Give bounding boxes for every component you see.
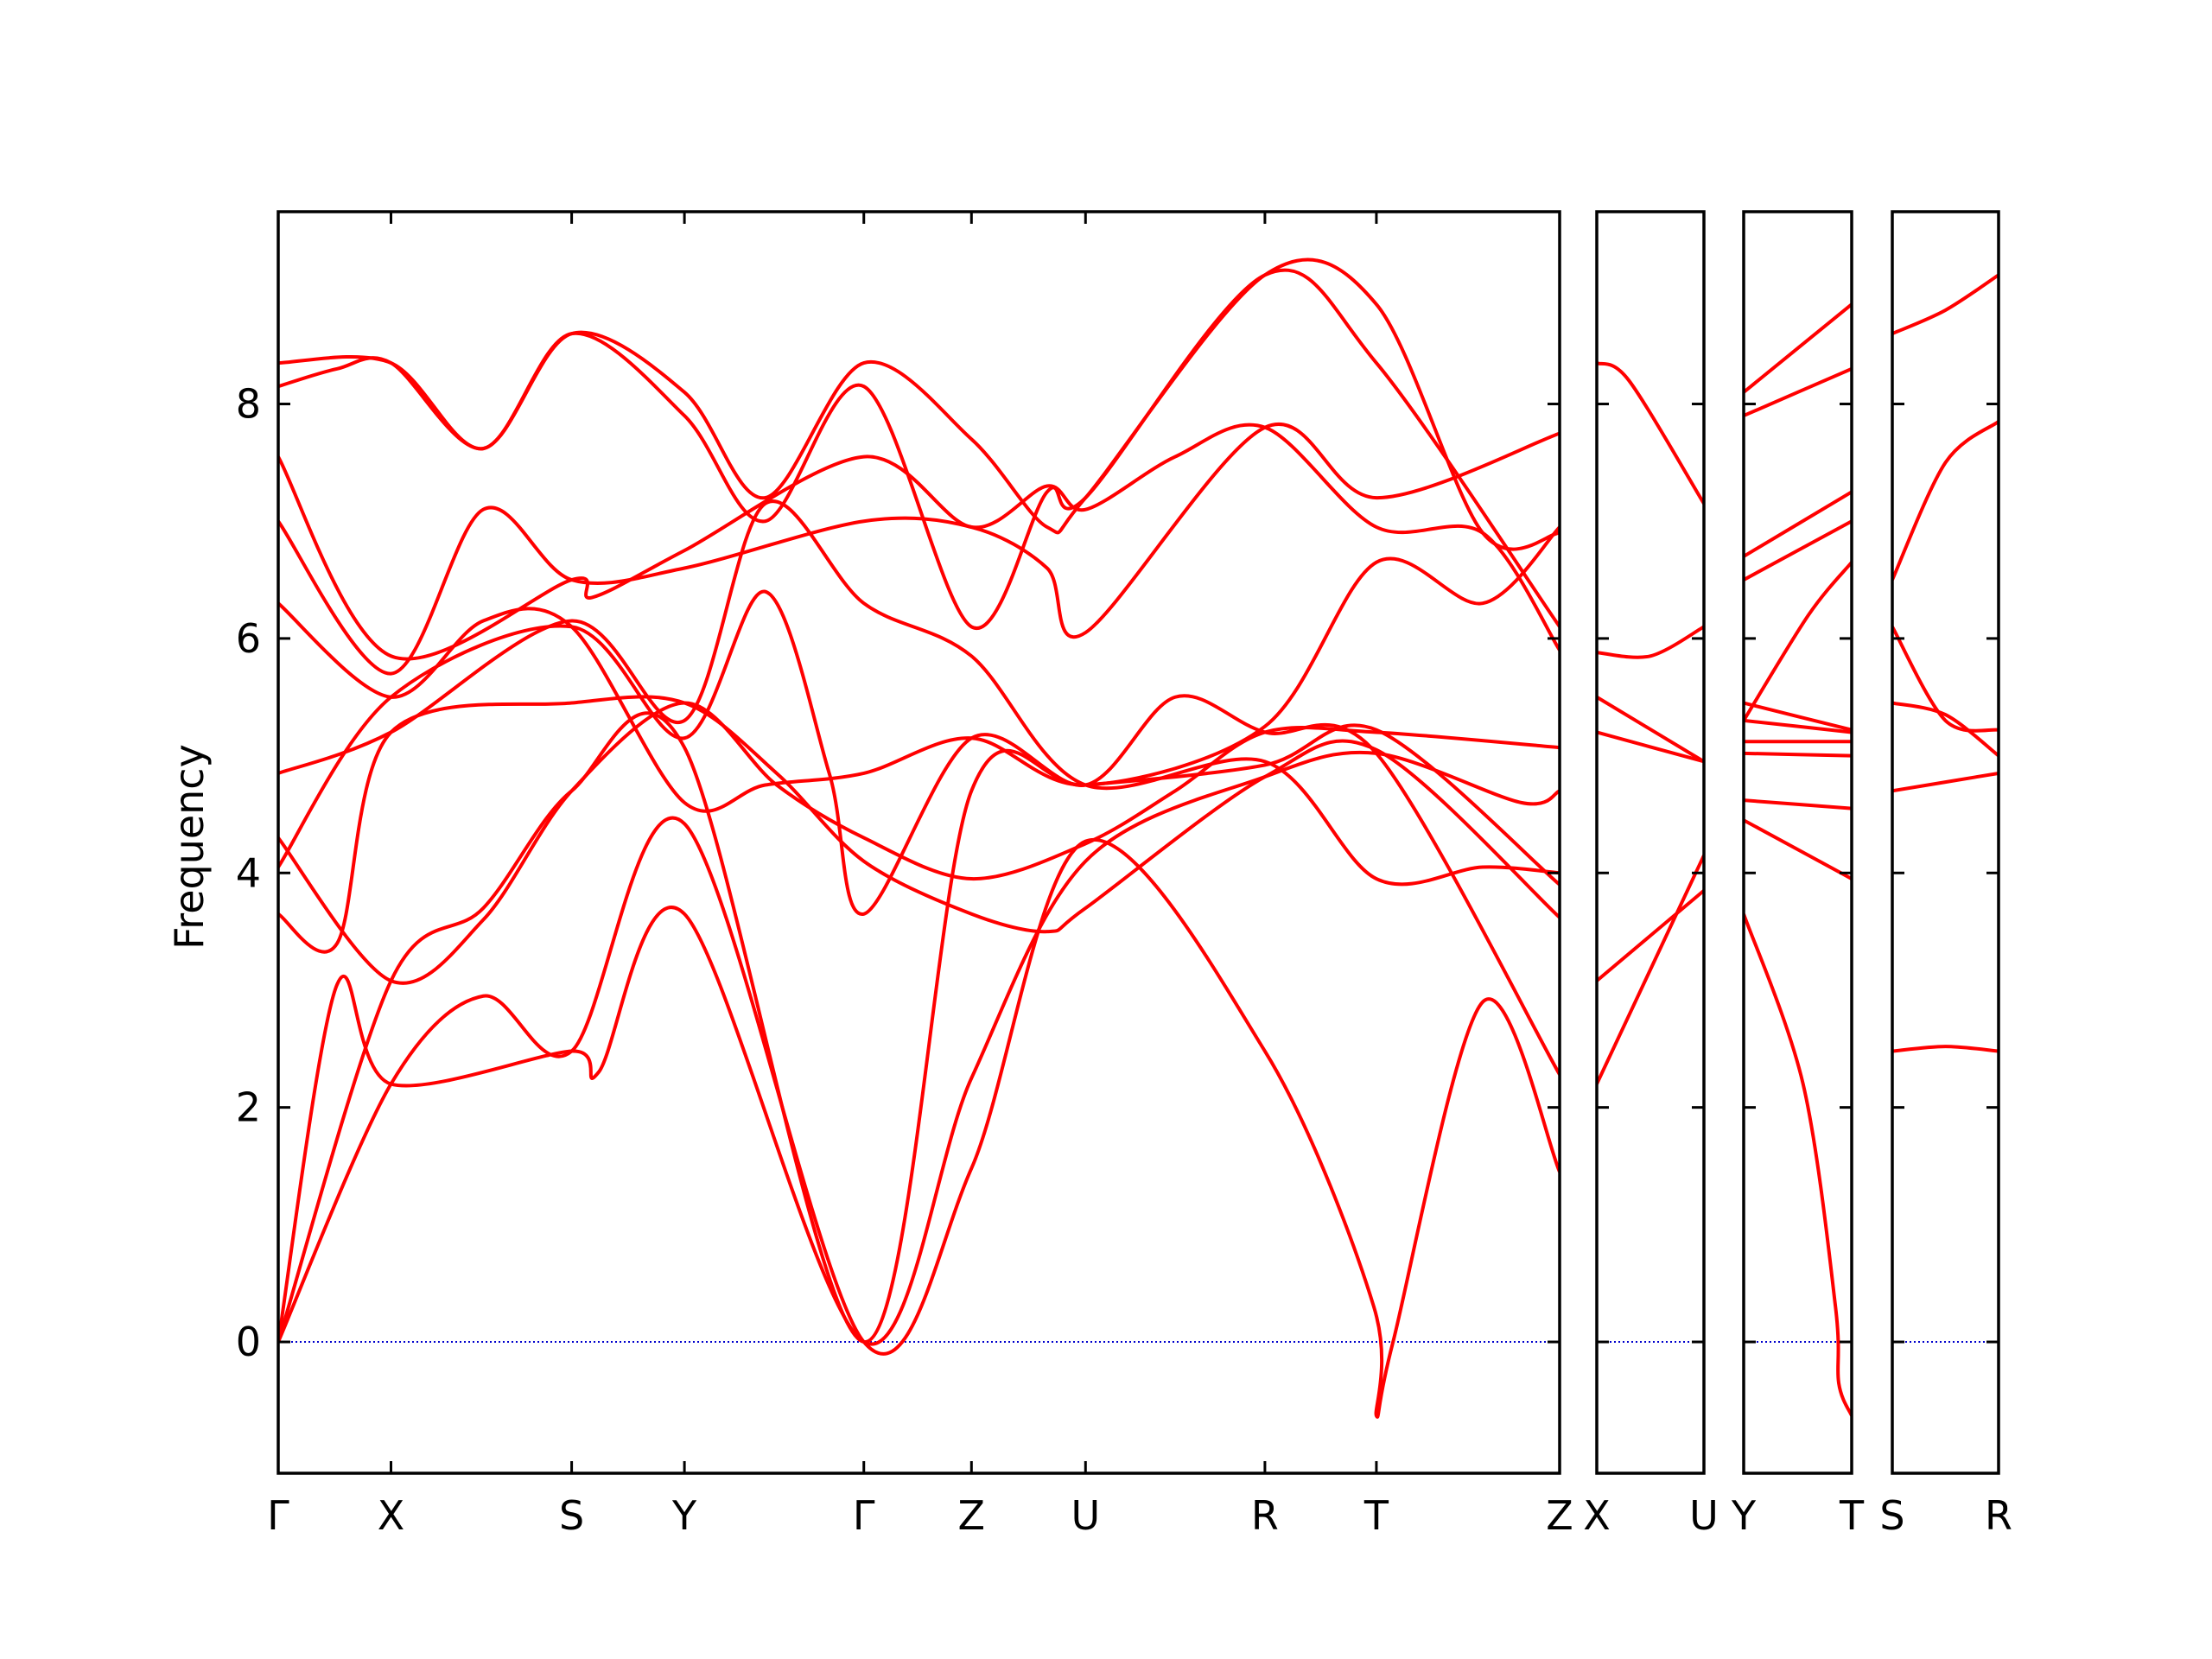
band-line-X-U-4 (1597, 625, 1704, 659)
band-line-main-9 (278, 423, 1560, 661)
band-line-Y-T-9 (1744, 366, 1852, 417)
y-tick-label: 0 (236, 1319, 261, 1365)
band-line-Y-T-5 (1744, 718, 1852, 734)
band-line-S-R-2 (1892, 701, 1999, 758)
x-tick-label-main-9: Z (1546, 1492, 1573, 1539)
x-tick-label-main-7: R (1251, 1492, 1279, 1539)
band-line-Y-T-3 (1744, 751, 1852, 758)
band-line-Y-T-7 (1744, 519, 1852, 582)
x-tick-label-main-6: U (1071, 1492, 1100, 1539)
x-tick-label-Y-T-0: Y (1731, 1492, 1757, 1539)
x-tick-label-S-R-1: R (1985, 1492, 2012, 1539)
x-tick-label-main-3: Y (671, 1492, 697, 1539)
band-line-main-7 (278, 525, 1560, 813)
band-line-X-U-2 (1597, 730, 1704, 764)
band-line-Y-T-1 (1744, 818, 1852, 880)
x-tick-label-main-1: X (378, 1492, 405, 1539)
band-line-main-1 (278, 750, 1560, 1346)
band-line-Y-T-11 (1744, 561, 1852, 721)
band-line-main-5 (278, 589, 1560, 1076)
band-line-main-11 (278, 257, 1560, 551)
band-line-main-10 (278, 268, 1560, 630)
band-line-main-6 (278, 499, 1560, 887)
x-tick-label-S-R-0: S (1879, 1492, 1904, 1539)
y-tick-label: 6 (236, 615, 261, 662)
x-tick-label-X-U-1: U (1689, 1492, 1719, 1539)
band-line-X-U-1 (1597, 889, 1704, 982)
y-tick-label: 2 (236, 1084, 261, 1131)
band-line-Y-T-8 (1744, 490, 1852, 558)
band-line-main-2 (278, 711, 1560, 1344)
x-tick-label-main-8: T (1363, 1492, 1389, 1539)
x-tick-label-Y-T-1: T (1839, 1492, 1865, 1539)
band-line-Y-T-10 (1744, 302, 1852, 394)
x-tick-label-X-U-0: X (1583, 1492, 1611, 1539)
panel-frame-X-U (1595, 210, 1706, 1475)
band-line-S-R-4 (1892, 420, 1999, 581)
x-tick-label-main-5: Z (958, 1492, 986, 1539)
band-line-main-0 (278, 816, 1560, 1419)
band-line-Y-T-0 (1744, 913, 1852, 1417)
x-tick-label-main-4: Γ (853, 1492, 875, 1539)
y-tick-label: 4 (236, 849, 261, 896)
panel-frame-main (276, 210, 1561, 1475)
band-line-S-R-3 (1892, 626, 1999, 733)
y-axis-label: Frequency (166, 744, 213, 950)
x-tick-label-main-0: Γ (267, 1492, 289, 1539)
band-line-main-4 (278, 695, 1560, 954)
y-tick-label: 8 (236, 381, 261, 428)
panel-frame-S-R (1891, 210, 2000, 1475)
band-line-Y-T-2 (1744, 798, 1852, 810)
band-line-X-U-5 (1597, 361, 1704, 505)
band-line-S-R-5 (1892, 273, 1999, 335)
band-line-S-R-1 (1892, 771, 1999, 793)
band-line-main-8 (278, 423, 1560, 676)
band-line-X-U-3 (1597, 696, 1704, 764)
x-tick-label-main-2: S (559, 1492, 584, 1539)
band-line-S-R-0 (1892, 1045, 1999, 1053)
band-line-X-U-0 (1597, 855, 1704, 1085)
panel-frame-Y-T (1742, 210, 1853, 1475)
